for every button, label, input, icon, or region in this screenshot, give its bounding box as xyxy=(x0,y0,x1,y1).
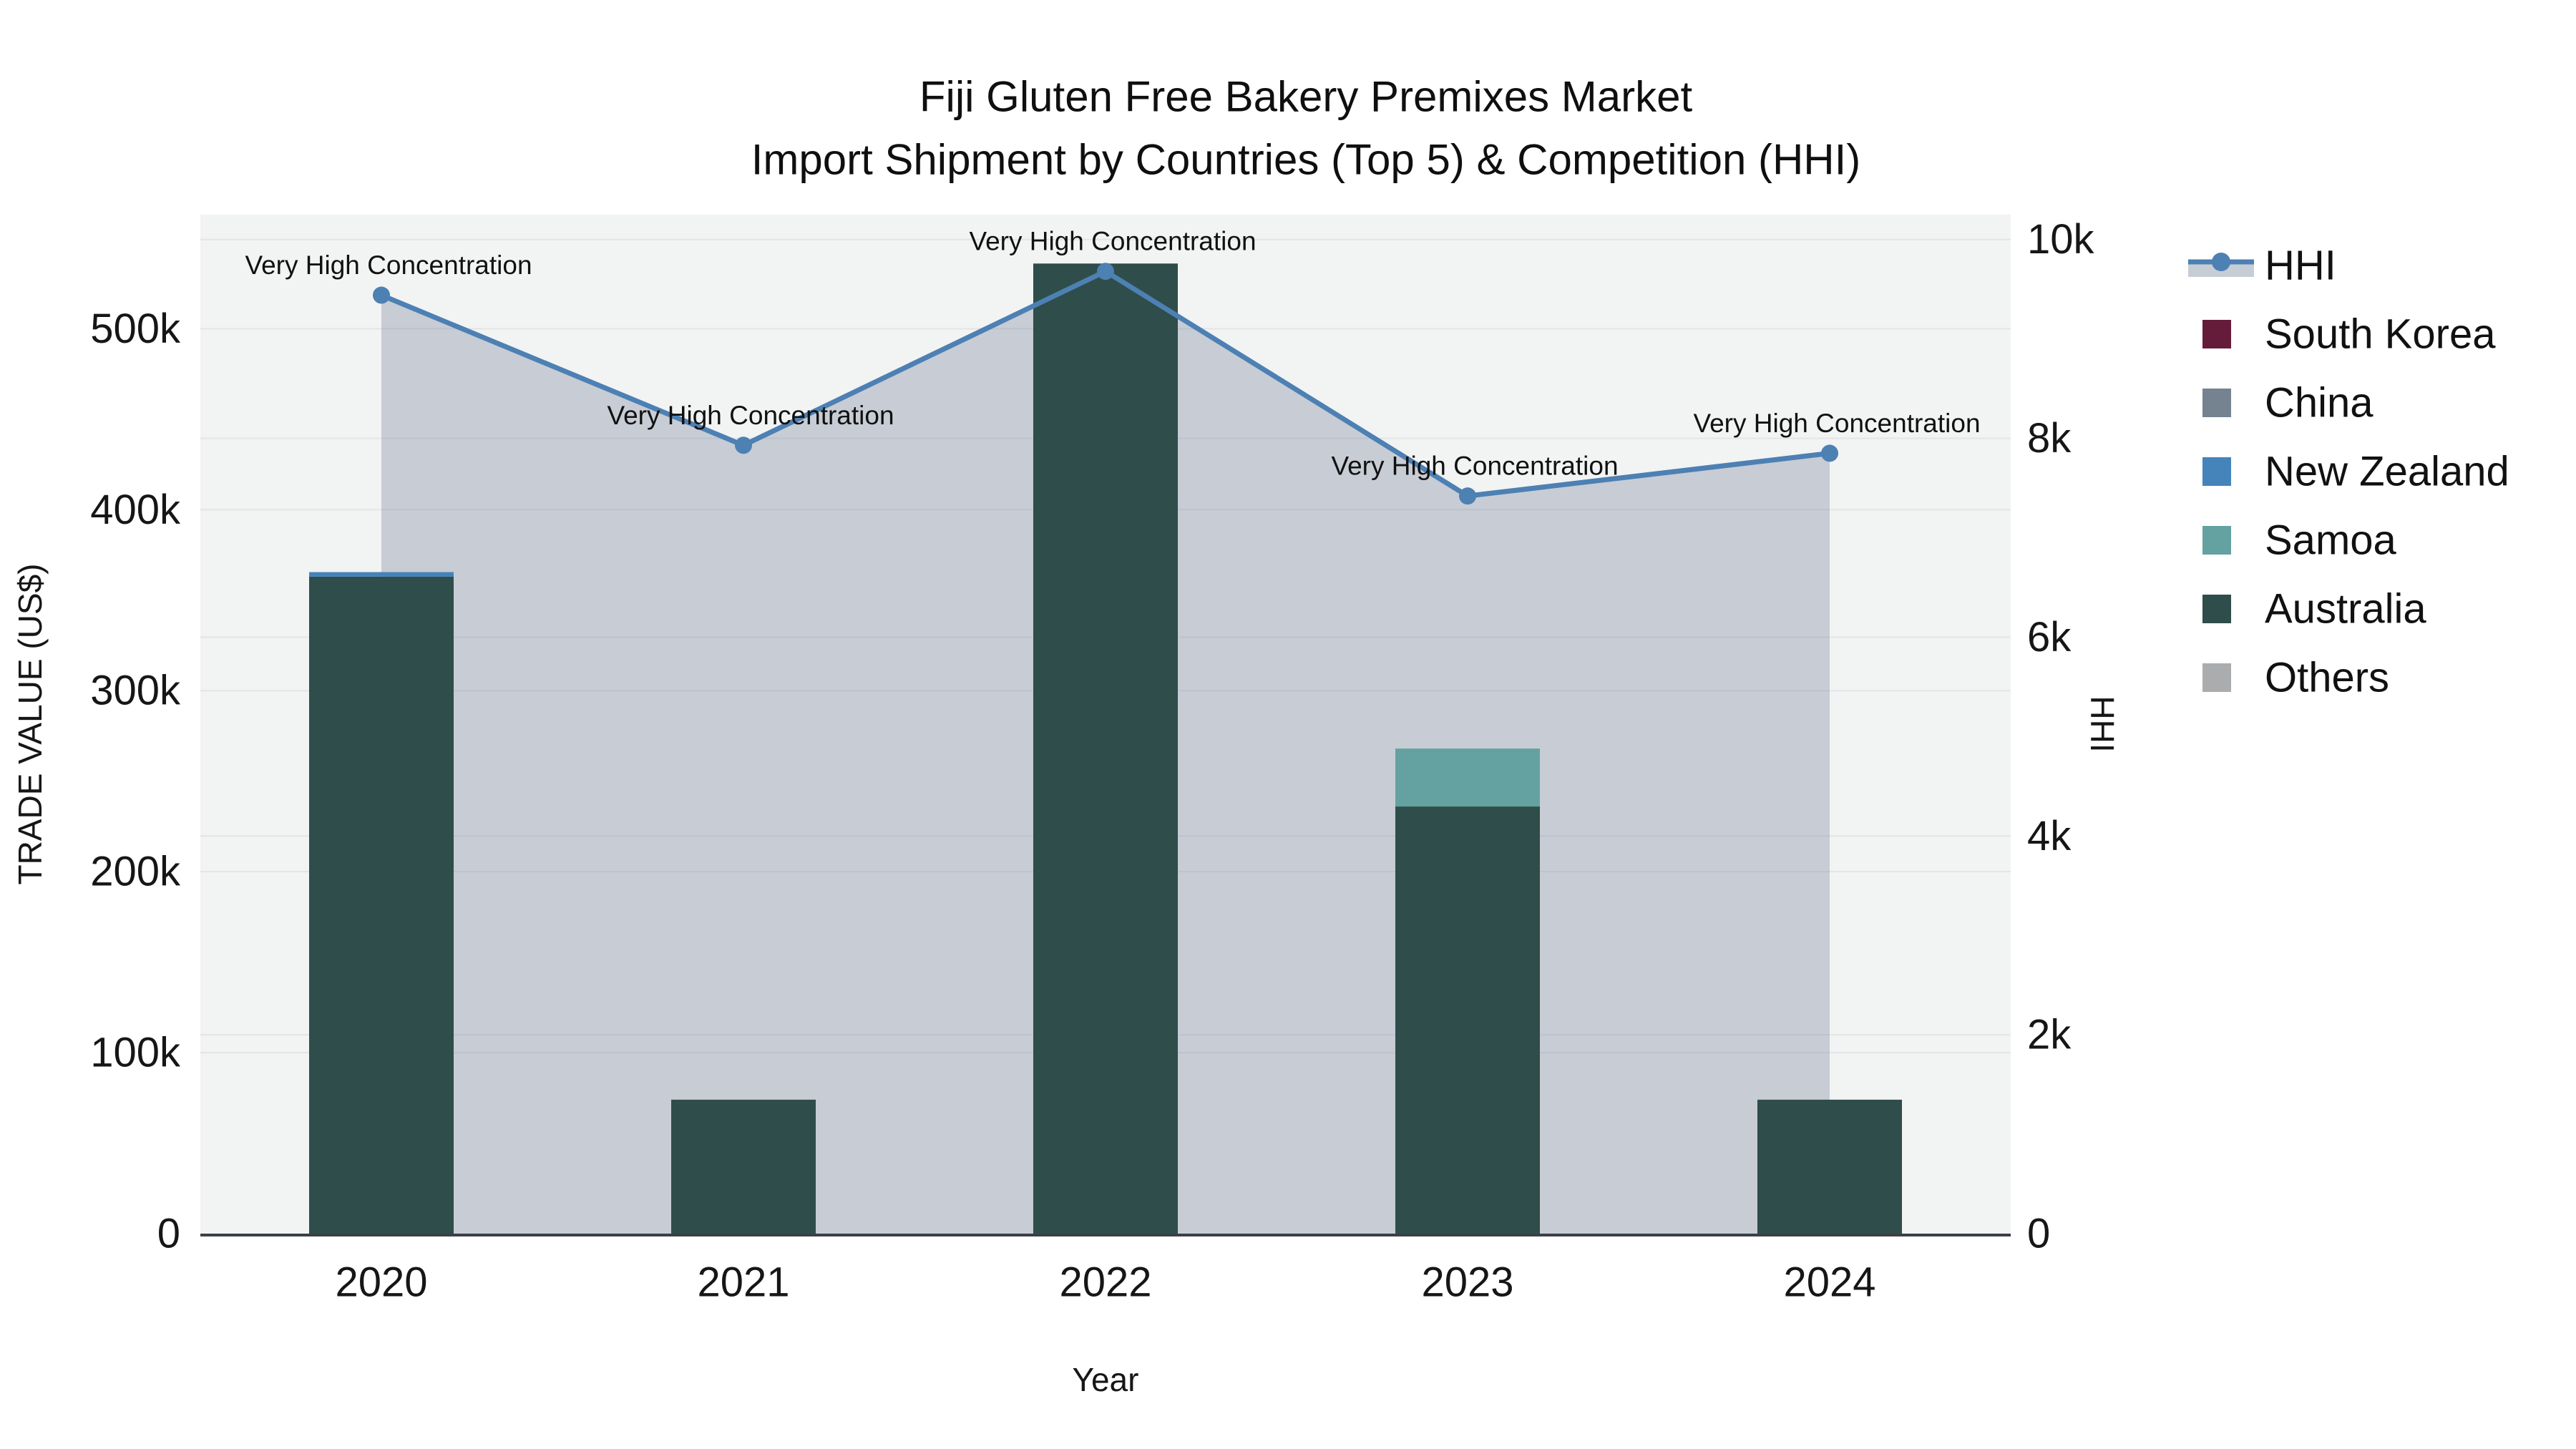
hhi-marker-2023[interactable] xyxy=(1459,487,1476,505)
annotation-2020: Very High Concentration xyxy=(245,250,532,280)
bar-australia-2024[interactable] xyxy=(1757,1099,1902,1234)
legend-item-new-zealand[interactable]: New Zealand xyxy=(2202,449,2509,495)
x-tick-2023: 2023 xyxy=(1421,1259,1513,1306)
legend-swatch-south-korea xyxy=(2202,320,2231,348)
bar-australia-2022[interactable] xyxy=(1033,263,1178,1234)
y-right-axis-title: HHI xyxy=(2084,696,2121,752)
annotation-2023: Very High Concentration xyxy=(1331,452,1618,481)
legend-swatch-others xyxy=(2202,663,2231,692)
y-right-tick-2k: 2k xyxy=(2027,1012,2072,1058)
bar-australia-2020[interactable] xyxy=(309,576,454,1234)
legend-swatch-new-zealand xyxy=(2202,457,2231,486)
legend-item-hhi[interactable]: HHI xyxy=(2188,243,2336,289)
legend-item-china[interactable]: China xyxy=(2202,380,2373,426)
legend-label-hhi: HHI xyxy=(2265,243,2336,289)
y-left-tick-500k: 500k xyxy=(90,306,181,352)
y-right-tick-4k: 4k xyxy=(2027,813,2072,859)
y-right-tick-6k: 6k xyxy=(2027,614,2072,660)
legend-item-samoa[interactable]: Samoa xyxy=(2202,517,2397,564)
bar-australia-2023[interactable] xyxy=(1395,806,1540,1234)
figure-title-line1: Fiji Gluten Free Bakery Premixes Market xyxy=(919,73,1693,121)
annotation-2021: Very High Concentration xyxy=(607,401,894,430)
x-tick-2022: 2022 xyxy=(1059,1259,1151,1306)
annotations-layer: Very High Concentration Very High Concent… xyxy=(245,227,1980,481)
y-left-tick-300k: 300k xyxy=(90,668,181,714)
legend-label-china: China xyxy=(2265,380,2373,426)
y-left-tick-200k: 200k xyxy=(90,849,181,895)
legend-label-new-zealand: New Zealand xyxy=(2265,449,2509,495)
legend-layer: HHI South Korea China New Zealand Samoa Austr… xyxy=(2188,243,2509,701)
x-tick-2021: 2021 xyxy=(697,1259,789,1306)
annotation-2024: Very High Concentration xyxy=(1693,409,1980,438)
x-tick-2024: 2024 xyxy=(1783,1259,1875,1306)
hhi-marker-2020[interactable] xyxy=(373,286,390,304)
x-tick-2020: 2020 xyxy=(335,1259,427,1306)
hhi-line-layer xyxy=(373,263,1838,505)
legend-label-samoa: Samoa xyxy=(2265,517,2397,564)
bar-australia-2021[interactable] xyxy=(671,1099,816,1234)
y-left-tick-400k: 400k xyxy=(90,487,181,533)
y-right-tick-0: 0 xyxy=(2027,1211,2050,1257)
y-right-tick-8k: 8k xyxy=(2027,415,2072,462)
legend-swatch-australia xyxy=(2202,595,2231,623)
legend-swatch-china xyxy=(2202,389,2231,417)
legend-label-australia: Australia xyxy=(2265,586,2426,633)
bar-new-zealand-2020[interactable] xyxy=(309,572,454,577)
legend-item-south-korea[interactable]: South Korea xyxy=(2202,311,2496,358)
legend-item-others[interactable]: Others xyxy=(2202,655,2389,701)
x-axis-title: Year xyxy=(1073,1361,1139,1398)
hhi-marker-2021[interactable] xyxy=(735,436,752,454)
bars-layer xyxy=(309,263,1902,1234)
figure-title-line2: Import Shipment by Countries (Top 5) & C… xyxy=(751,136,1861,184)
legend-item-australia[interactable]: Australia xyxy=(2202,586,2426,633)
legend-label-others: Others xyxy=(2265,655,2389,701)
hhi-marker-2024[interactable] xyxy=(1821,444,1838,462)
y-left-axis-title: TRADE VALUE (US$) xyxy=(11,563,49,884)
y-left-tick-100k: 100k xyxy=(90,1030,181,1076)
bar-samoa-2023[interactable] xyxy=(1395,748,1540,807)
legend-label-south-korea: South Korea xyxy=(2265,311,2496,358)
legend-swatch-samoa xyxy=(2202,526,2231,555)
legend-hhi-marker-swatch xyxy=(2212,253,2230,271)
ticks-layer: 0 100k 200k 300k 400k 500k 0 2k 4k 6k 8k 10k 2020 202… xyxy=(90,216,2094,1305)
y-left-tick-0: 0 xyxy=(157,1211,180,1257)
y-right-tick-10k: 10k xyxy=(2027,216,2095,263)
hhi-marker-2022[interactable] xyxy=(1097,263,1114,280)
annotation-2022: Very High Concentration xyxy=(969,227,1256,256)
